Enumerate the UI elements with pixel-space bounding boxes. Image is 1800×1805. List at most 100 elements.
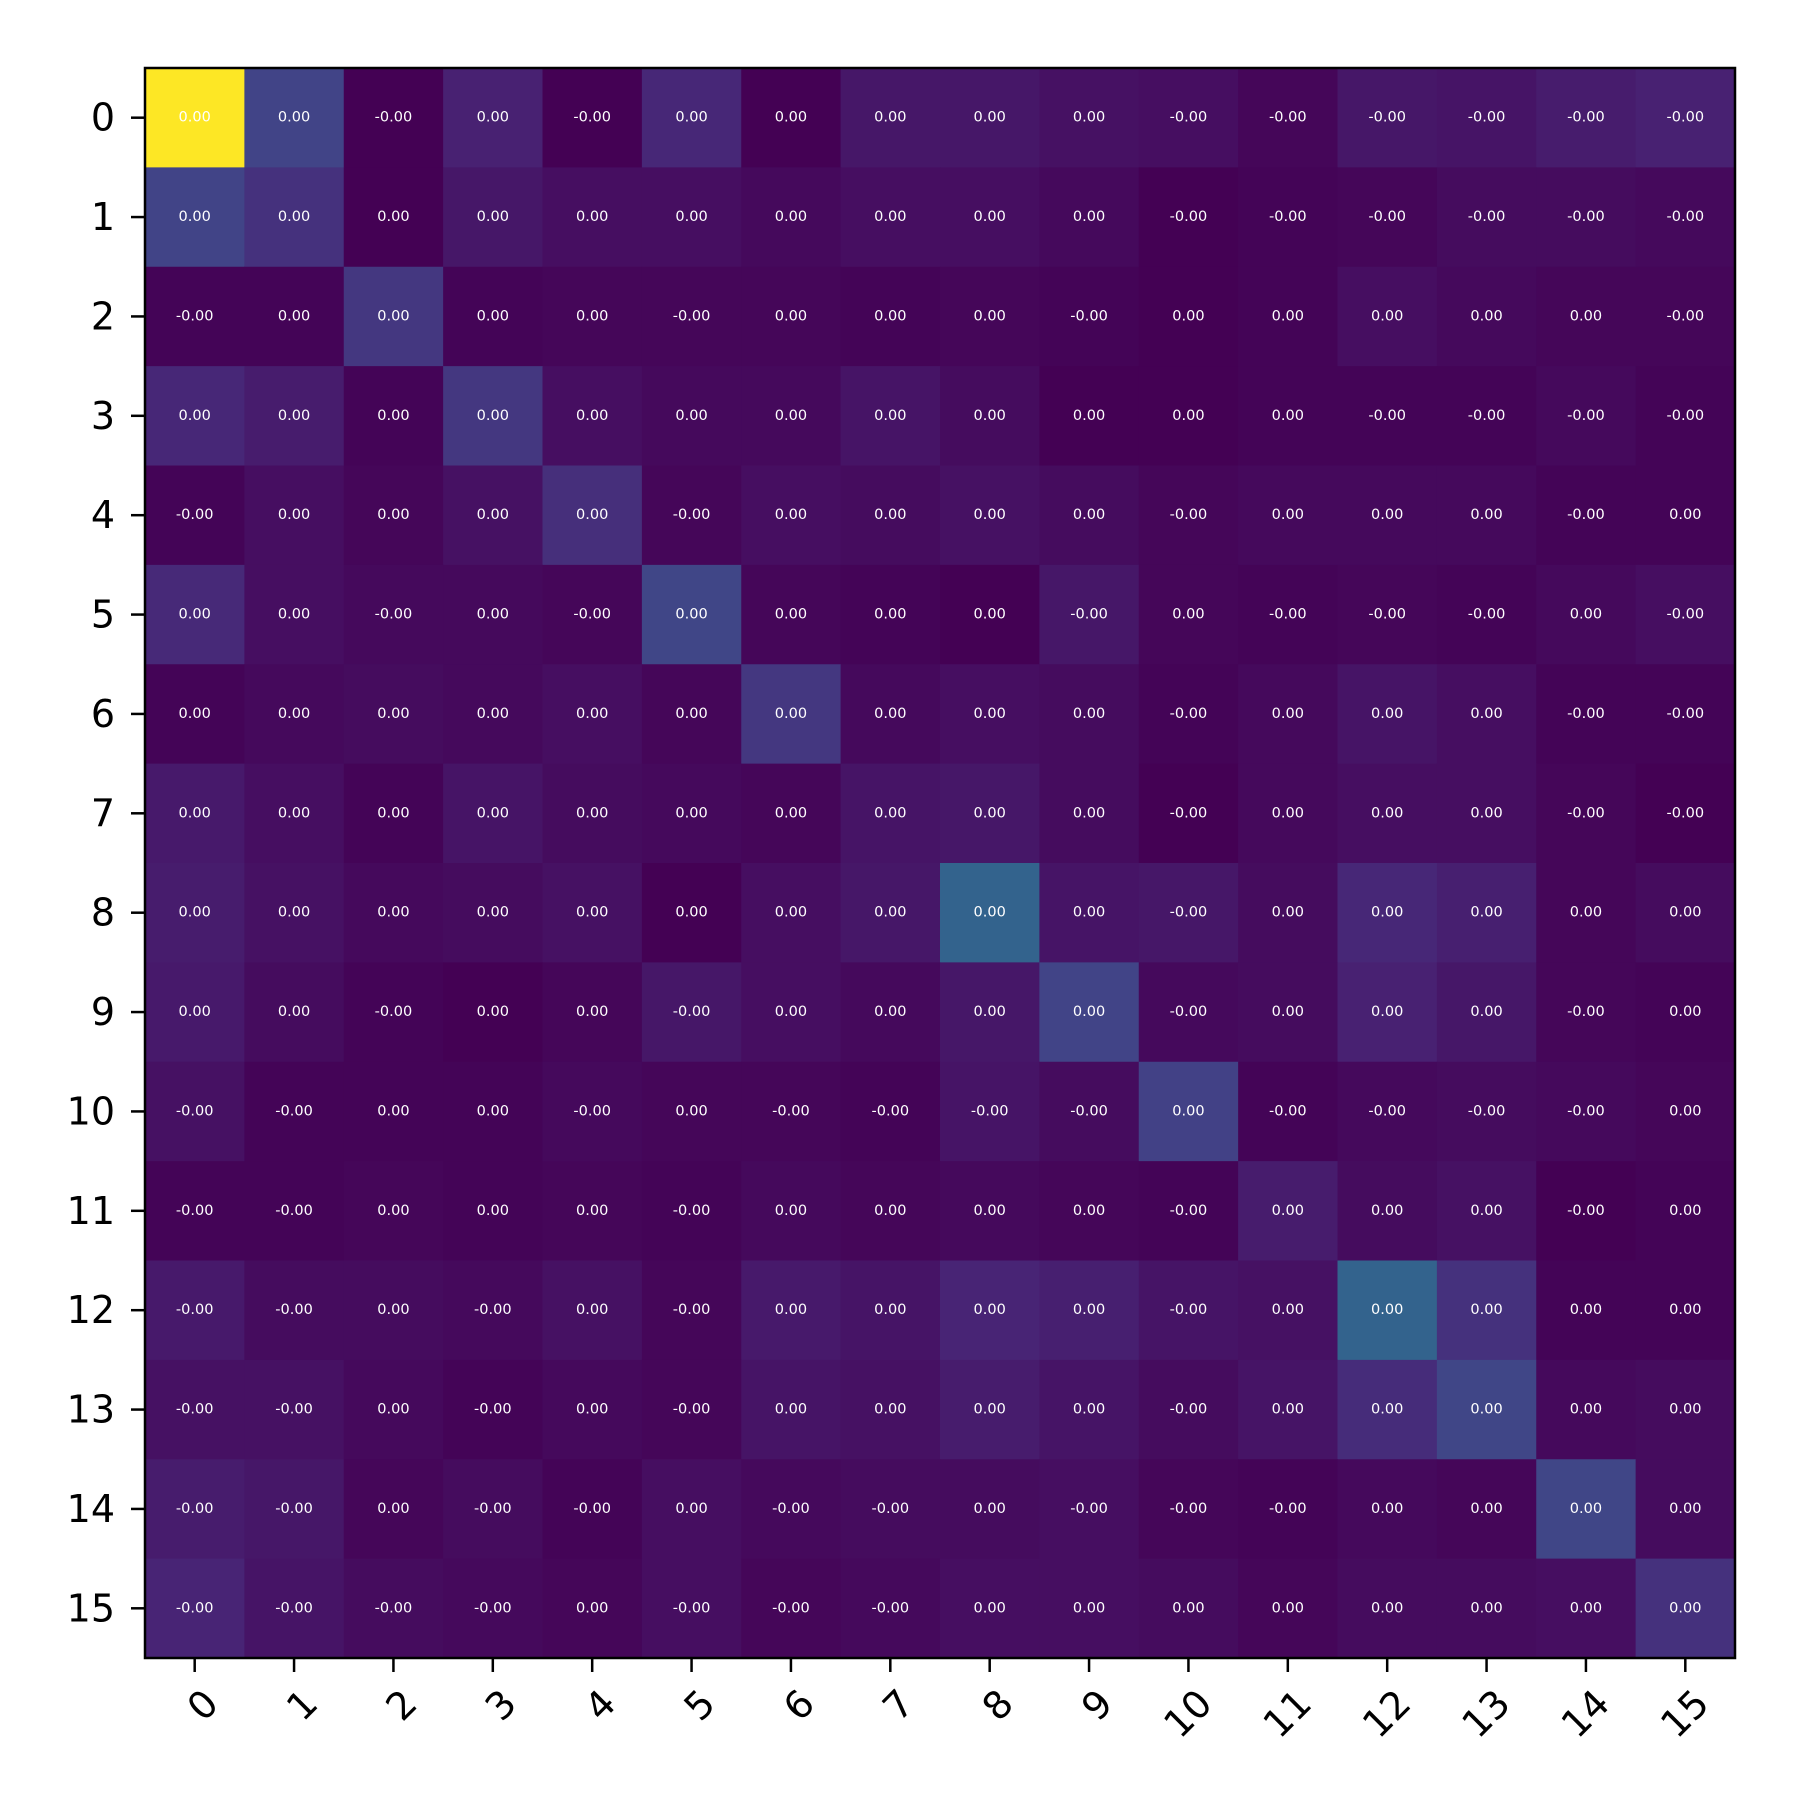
heatmap-cell-r6-c11	[1238, 664, 1338, 765]
cell-value-label: -0.00	[1070, 607, 1108, 623]
heatmap-cell-r9-c15	[1635, 962, 1736, 1063]
heatmap-cell-r14-c11	[1238, 1459, 1338, 1560]
heatmap-cell-r4-c1	[244, 465, 345, 566]
heatmap-cell-r4-c14	[1536, 465, 1637, 566]
heatmap-cell-r5-c14	[1536, 564, 1637, 665]
heatmap-cell-r13-c0	[145, 1359, 245, 1460]
cell-value-label: -0.00	[176, 1203, 214, 1219]
heatmap-cell-r5-c4	[542, 564, 643, 665]
heatmap-cell-r12-c12	[1337, 1260, 1438, 1361]
cell-value-label: 0.00	[1470, 706, 1502, 722]
heatmap-cell-r13-c15	[1635, 1359, 1736, 1460]
cell-value-label: 0.00	[1272, 1302, 1304, 1318]
cell-value-label: -0.00	[1170, 1203, 1208, 1219]
heatmap-cell-r14-c7	[840, 1459, 941, 1560]
cell-value-label: 0.00	[775, 110, 807, 126]
heatmap-cell-r15-c1	[244, 1558, 345, 1659]
heatmap-cell-r14-c2	[343, 1459, 444, 1560]
heatmap-cell-r12-c15	[1635, 1260, 1736, 1361]
cell-value-label: 0.00	[1371, 805, 1403, 821]
heatmap-cell-r1-c8	[940, 167, 1040, 268]
heatmap-cell-r11-c3	[443, 1161, 543, 1261]
heatmap-cell-r3-c0	[145, 366, 245, 466]
heatmap-cell-r0-c8	[940, 68, 1040, 168]
cell-value-label: 0.00	[1073, 507, 1105, 523]
heatmap-cell-r7-c12	[1337, 763, 1438, 864]
cell-value-label: 0.00	[974, 308, 1006, 324]
heatmap-cell-r7-c9	[1039, 763, 1140, 864]
heatmap-cell-r6-c9	[1039, 664, 1140, 765]
cell-value-label: -0.00	[1468, 607, 1506, 623]
heatmap-cell-r2-c14	[1536, 266, 1637, 367]
cell-value-label: 0.00	[675, 905, 707, 921]
heatmap-cell-r7-c6	[741, 763, 842, 864]
cell-value-label: 0.00	[775, 209, 807, 225]
heatmap-cell-r14-c0	[145, 1459, 245, 1560]
cell-value-label: 0.00	[974, 209, 1006, 225]
heatmap-cell-r0-c3	[443, 68, 543, 168]
heatmap-cell-r0-c13	[1436, 68, 1537, 168]
y-tick-label: 9	[91, 990, 115, 1034]
cell-value-label: 0.00	[874, 209, 906, 225]
cell-value-label: 0.00	[1669, 1302, 1701, 1318]
heatmap-cell-r9-c9	[1039, 962, 1140, 1063]
heatmap-cell-r13-c9	[1039, 1359, 1140, 1460]
heatmap-cell-r15-c2	[343, 1558, 444, 1659]
cell-value-label: -0.00	[1667, 607, 1705, 623]
heatmap-cell-r5-c1	[244, 564, 345, 665]
heatmap-cell-r12-c8	[940, 1260, 1040, 1361]
y-tick-label: 7	[91, 791, 115, 835]
cell-value-label: 0.00	[278, 607, 310, 623]
cell-value-label: 0.00	[1272, 1004, 1304, 1020]
heatmap-cell-r8-c8	[940, 863, 1040, 963]
cell-value-label: -0.00	[1567, 507, 1605, 523]
heatmap-cell-r1-c10	[1138, 167, 1239, 268]
heatmap-cell-r1-c12	[1337, 167, 1438, 268]
heatmap-cell-r10-c2	[343, 1061, 444, 1162]
cell-value-label: -0.00	[1567, 805, 1605, 821]
heatmap-cell-r15-c11	[1238, 1558, 1338, 1659]
cell-value-label: 0.00	[1669, 507, 1701, 523]
heatmap-cell-r14-c4	[542, 1459, 643, 1560]
cell-value-label: 0.00	[576, 408, 608, 424]
cell-value-label: 0.00	[974, 1600, 1006, 1616]
cell-value-label: 0.00	[1272, 1402, 1304, 1418]
cell-value-label: 0.00	[1371, 1600, 1403, 1616]
heatmap-cell-r6-c13	[1436, 664, 1537, 765]
cell-value-label: 0.00	[278, 706, 310, 722]
cell-value-label: 0.00	[576, 1600, 608, 1616]
heatmap-cell-r8-c3	[443, 863, 543, 963]
cell-value-label: 0.00	[775, 408, 807, 424]
y-tick-label: 10	[67, 1089, 115, 1133]
heatmap-cell-r13-c14	[1536, 1359, 1637, 1460]
heatmap-cell-r13-c10	[1138, 1359, 1239, 1460]
cell-value-label: -0.00	[275, 1600, 313, 1616]
heatmap-cell-r12-c9	[1039, 1260, 1140, 1361]
y-tick-label: 13	[67, 1388, 115, 1432]
cell-value-label: 0.00	[377, 706, 409, 722]
cell-value-label: 0.00	[974, 1501, 1006, 1517]
cell-value-label: -0.00	[1170, 1501, 1208, 1517]
cell-value-label: 0.00	[775, 308, 807, 324]
cell-value-label: -0.00	[673, 1302, 711, 1318]
heatmap-cell-r7-c11	[1238, 763, 1338, 864]
heatmap-cell-r15-c8	[940, 1558, 1040, 1659]
cell-value-label: 0.00	[278, 805, 310, 821]
heatmap-cell-r0-c10	[1138, 68, 1239, 168]
heatmap-cell-r15-c12	[1337, 1558, 1438, 1659]
heatmap-cell-r0-c7	[840, 68, 941, 168]
heatmap-cell-r3-c9	[1039, 366, 1140, 466]
heatmap-cell-r9-c2	[343, 962, 444, 1063]
heatmap-cell-r15-c3	[443, 1558, 543, 1659]
heatmap-cell-r9-c6	[741, 962, 842, 1063]
heatmap-cell-r2-c8	[940, 266, 1040, 367]
heatmap-cell-r2-c2	[343, 266, 444, 367]
cell-value-label: 0.00	[1272, 507, 1304, 523]
cell-value-label: 0.00	[1172, 308, 1204, 324]
heatmap-cell-r6-c10	[1138, 664, 1239, 765]
cell-value-label: 0.00	[1371, 1501, 1403, 1517]
heatmap-cell-r2-c1	[244, 266, 345, 367]
cell-value-label: 0.00	[675, 1501, 707, 1517]
y-tick-label: 11	[67, 1189, 115, 1233]
cell-value-label: 0.00	[377, 805, 409, 821]
